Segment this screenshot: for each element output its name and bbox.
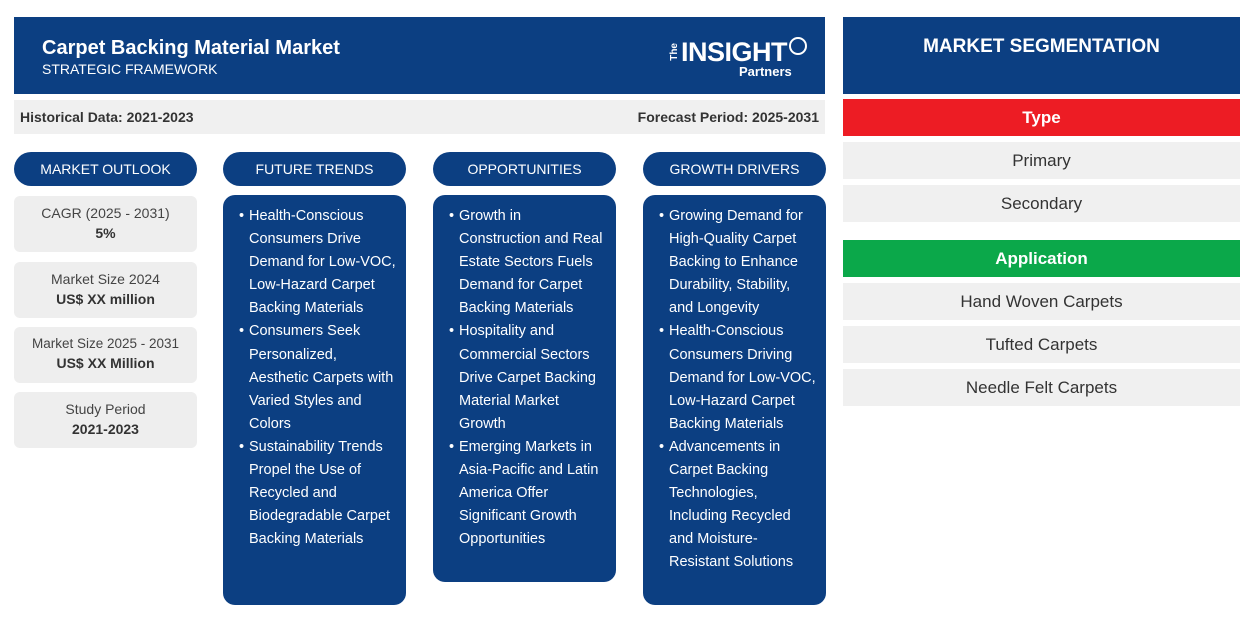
stat-label: CAGR (2025 - 2031)	[41, 205, 170, 221]
list-item: Health-Conscious Consumers Driving Deman…	[659, 320, 816, 435]
forecast-period-label: Forecast Period: 2025-2031	[637, 109, 819, 125]
logo-insight: INSIGHT	[681, 37, 788, 67]
logo-the: The	[669, 43, 680, 61]
segment-category-application: Application	[843, 240, 1240, 277]
list-item: Consumers Seek Personalized, Aesthetic C…	[239, 320, 396, 435]
stat-label: Study Period	[65, 401, 146, 417]
stat-value: US$ XX million	[56, 291, 155, 307]
stat-card-cagr: CAGR (2025 - 2031) 5%	[14, 196, 197, 252]
opportunities-heading: OPPORTUNITIES	[433, 152, 616, 186]
opportunities-panel: Growth in Construction and Real Estate S…	[433, 195, 616, 582]
stat-value: US$ XX Million	[56, 355, 155, 371]
stat-card-market-size-2024: Market Size 2024 US$ XX million	[14, 262, 197, 318]
segment-item-hand-woven: Hand Woven Carpets	[843, 283, 1240, 320]
stat-card-study-period: Study Period 2021-2023	[14, 392, 197, 448]
segment-item-secondary: Secondary	[843, 185, 1240, 222]
stat-label: Market Size 2025 - 2031	[31, 336, 180, 351]
list-item: Growing Demand for High-Quality Carpet B…	[659, 205, 816, 320]
growth-drivers-heading: GROWTH DRIVERS	[643, 152, 826, 186]
period-bar: Historical Data: 2021-2023 Forecast Peri…	[14, 100, 825, 134]
list-item: Emerging Markets in Asia-Pacific and Lat…	[449, 436, 606, 551]
list-item: Sustainability Trends Propel the Use of …	[239, 436, 396, 551]
growth-drivers-panel: Growing Demand for High-Quality Carpet B…	[643, 195, 826, 605]
segment-category-type: Type	[843, 99, 1240, 136]
segment-item-tufted: Tufted Carpets	[843, 326, 1240, 363]
segment-item-needle-felt: Needle Felt Carpets	[843, 369, 1240, 406]
historical-data-label: Historical Data: 2021-2023	[20, 109, 194, 125]
stat-value: 2021-2023	[72, 421, 139, 437]
list-item: Growth in Construction and Real Estate S…	[449, 205, 606, 320]
future-trends-heading: FUTURE TRENDS	[223, 152, 406, 186]
stat-card-market-size-forecast: Market Size 2025 - 2031 US$ XX Million	[14, 327, 197, 383]
report-title: Carpet Backing Material Market	[42, 37, 340, 59]
report-header: Carpet Backing Material Market STRATEGIC…	[14, 17, 825, 94]
market-segmentation-heading: MARKET SEGMENTATION	[843, 17, 1240, 94]
logo-partners: Partners	[739, 64, 792, 79]
list-item: Hospitality and Commercial Sectors Drive…	[449, 320, 606, 435]
market-outlook-heading: MARKET OUTLOOK	[14, 152, 197, 186]
logo-circle-icon	[789, 37, 807, 55]
insight-partners-logo: The INSIGHT Partners	[669, 35, 809, 83]
stat-label: Market Size 2024	[51, 271, 160, 287]
stat-value: 5%	[95, 225, 116, 241]
report-subtitle: STRATEGIC FRAMEWORK	[42, 61, 218, 77]
segment-item-primary: Primary	[843, 142, 1240, 179]
list-item: Health-Conscious Consumers Drive Demand …	[239, 205, 396, 320]
list-item: Advancements in Carpet Backing Technolog…	[659, 436, 816, 575]
future-trends-panel: Health-Conscious Consumers Drive Demand …	[223, 195, 406, 605]
